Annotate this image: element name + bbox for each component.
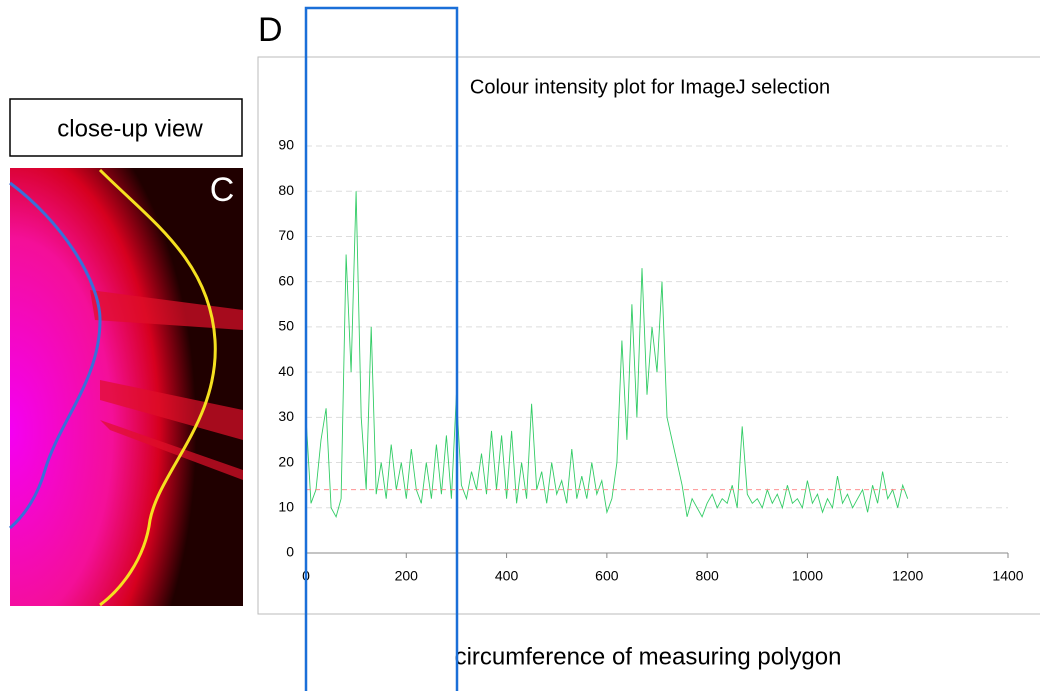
x-tick-label: 1000 <box>792 568 823 584</box>
chart-frame <box>257 56 1040 615</box>
x-tick-label: 400 <box>495 568 519 584</box>
y-tick-label: 70 <box>278 227 294 243</box>
x-tick-label: 200 <box>395 568 419 584</box>
y-tick-label: 40 <box>278 363 294 379</box>
inset-label-box <box>9 98 243 157</box>
chart-title: Colour intensity plot for ImageJ selecti… <box>470 76 830 98</box>
inset-label: close-up view <box>57 115 203 142</box>
x-tick-label: 1200 <box>892 568 923 584</box>
y-tick-label: 10 <box>278 498 294 514</box>
panel-label: D <box>258 11 283 49</box>
micrograph: C <box>9 168 243 607</box>
y-tick-label: 80 <box>278 182 294 198</box>
y-tick-label: 90 <box>278 137 294 153</box>
selection-box <box>304 6 459 696</box>
y-tick-label: 30 <box>278 408 294 424</box>
panel-label: C <box>210 171 235 209</box>
y-tick-label: 50 <box>278 318 294 334</box>
y-tick-label: 20 <box>278 453 294 469</box>
y-tick-label: 0 <box>286 544 294 560</box>
data-line <box>305 191 909 518</box>
x-tick-label: 600 <box>595 568 619 584</box>
x-tick-label: 800 <box>695 568 719 584</box>
x-axis-label: circumference of measuring polygon <box>455 643 842 670</box>
x-tick-label: 1400 <box>992 568 1023 584</box>
y-tick-label: 60 <box>278 272 294 288</box>
